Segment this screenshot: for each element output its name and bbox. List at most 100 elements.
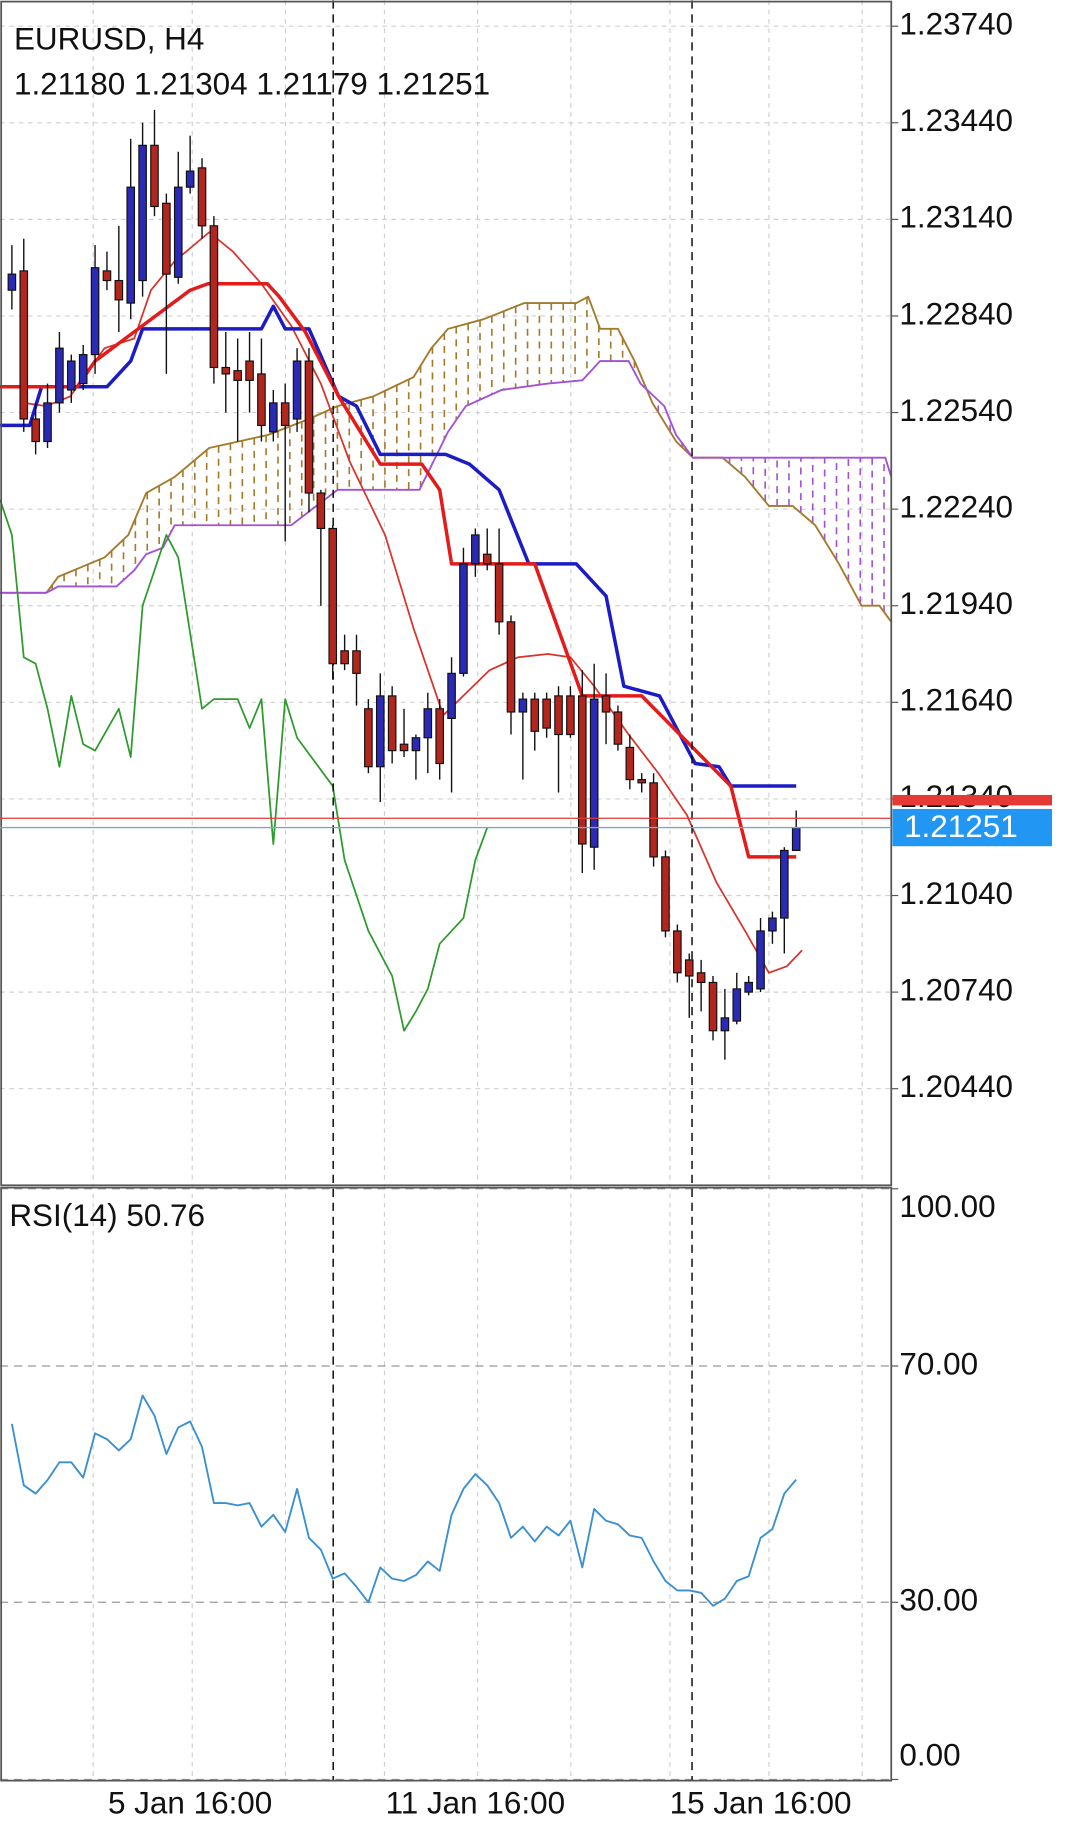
candle-body bbox=[221, 366, 231, 375]
candle-body bbox=[649, 782, 658, 858]
candle-body bbox=[791, 826, 801, 852]
candle-body bbox=[150, 144, 159, 208]
y-tick-label: 1.20440 bbox=[899, 1069, 1013, 1104]
candle-body bbox=[744, 981, 753, 993]
open-readout: 1.21180 bbox=[14, 67, 125, 102]
candle-body bbox=[102, 270, 112, 282]
y-tick-label: 1.22240 bbox=[899, 489, 1013, 524]
candle-body bbox=[661, 856, 670, 932]
candle-body bbox=[779, 849, 789, 919]
candle-body bbox=[696, 972, 706, 984]
candle-body bbox=[316, 492, 326, 530]
y-tick-label: 1.21940 bbox=[899, 586, 1013, 621]
candle-body bbox=[530, 698, 540, 732]
candle-body bbox=[684, 959, 694, 977]
candle-body bbox=[447, 672, 456, 720]
candle-body bbox=[542, 698, 551, 729]
y-tick-label: 0.00 bbox=[899, 1738, 960, 1773]
candle-body bbox=[720, 1017, 730, 1032]
candle-body bbox=[114, 279, 124, 301]
candle-body bbox=[577, 695, 587, 845]
candle-body bbox=[566, 695, 575, 736]
candle-body bbox=[459, 563, 468, 674]
candle-body bbox=[768, 917, 777, 932]
candle-body bbox=[43, 402, 52, 443]
candle-body bbox=[399, 743, 409, 752]
close-readout: 1.21251 bbox=[376, 67, 490, 102]
candle-body bbox=[162, 202, 171, 275]
candle-body bbox=[173, 186, 183, 278]
rsi-value: 50.76 bbox=[126, 1198, 205, 1233]
candle-body bbox=[31, 418, 40, 443]
candle-body bbox=[601, 695, 611, 713]
indicator-line bbox=[0, 304, 797, 788]
candle-body bbox=[66, 360, 76, 391]
low-readout: 1.21179 bbox=[256, 67, 367, 102]
x-tick-label: 15 Jan 16:00 bbox=[670, 1785, 852, 1820]
y-tick-label: 70.00 bbox=[899, 1346, 978, 1381]
last-price-label: 1.21251 bbox=[904, 809, 1018, 844]
candle-body bbox=[708, 981, 718, 1032]
plot-layer: 1.23740 1.23440 1.23140 1.22840 1.22540 1.222… bbox=[0, 7, 1013, 1781]
candle-body bbox=[328, 527, 338, 665]
symbol-title: EURUSD, H4 bbox=[14, 22, 204, 57]
indicator-line bbox=[0, 282, 797, 859]
frames bbox=[0, 0, 893, 1782]
candle-body bbox=[185, 170, 195, 188]
separators bbox=[332, 0, 693, 1781]
candle-body bbox=[280, 402, 290, 427]
candle-body bbox=[233, 370, 242, 381]
candle-body bbox=[375, 695, 385, 768]
y-tick-label: 1.23740 bbox=[899, 7, 1013, 42]
candle-body bbox=[197, 167, 207, 227]
candle-body bbox=[340, 650, 349, 665]
rsi-line bbox=[10, 1394, 797, 1607]
candle-body bbox=[257, 373, 266, 427]
vertical-grid bbox=[92, 0, 863, 1781]
price-panel-frame bbox=[0, 0, 893, 1187]
y-tick-label: 30.00 bbox=[899, 1583, 978, 1618]
y-tick-label: 1.21040 bbox=[899, 876, 1013, 911]
candle-body bbox=[55, 347, 64, 404]
candle-body bbox=[494, 563, 504, 623]
candle-body bbox=[518, 698, 528, 713]
ohlc-readout: 1.21180 1.21304 1.21179 1.21251 bbox=[14, 67, 490, 102]
rsi-title: RSI(14) 50.76 bbox=[9, 1198, 205, 1233]
candle-body bbox=[19, 270, 29, 420]
ask-tag bbox=[892, 794, 1053, 806]
rsi-panel-frame bbox=[0, 1186, 893, 1782]
x-tick-label: 5 Jan 16:00 bbox=[108, 1785, 272, 1820]
candle-body bbox=[269, 402, 278, 433]
candle-body bbox=[7, 273, 17, 291]
candle-body bbox=[673, 930, 682, 974]
candle-body bbox=[554, 695, 563, 736]
y-tick-label: 1.23440 bbox=[899, 103, 1013, 138]
candle-body bbox=[613, 711, 623, 745]
candle-body bbox=[506, 621, 516, 713]
cloud-span-a bbox=[0, 295, 893, 623]
candle-body bbox=[471, 534, 480, 565]
candle-body bbox=[637, 779, 647, 784]
y-tick-label: 1.21640 bbox=[899, 683, 1013, 718]
y-tick-label: 1.22540 bbox=[899, 393, 1013, 428]
cloud-span-b bbox=[0, 360, 893, 594]
candle-body bbox=[756, 930, 765, 990]
y-tick-label: 100.00 bbox=[899, 1189, 995, 1224]
candle-body bbox=[126, 186, 136, 304]
candle-body bbox=[245, 360, 254, 381]
x-tick-label: 11 Jan 16:00 bbox=[386, 1785, 565, 1820]
rsi-name: RSI(14) bbox=[9, 1198, 117, 1233]
candle-body bbox=[625, 746, 635, 781]
candle-body bbox=[364, 708, 373, 768]
y-tick-label: 1.23140 bbox=[899, 200, 1013, 235]
candle-body bbox=[304, 360, 314, 494]
indicator-line bbox=[0, 499, 489, 1032]
high-readout: 1.21304 bbox=[134, 67, 248, 102]
candle-body bbox=[292, 360, 302, 420]
y-tick-label: 1.22840 bbox=[899, 296, 1013, 331]
candle-body bbox=[482, 553, 492, 565]
candle-body bbox=[138, 144, 147, 282]
candle-body bbox=[352, 650, 361, 674]
